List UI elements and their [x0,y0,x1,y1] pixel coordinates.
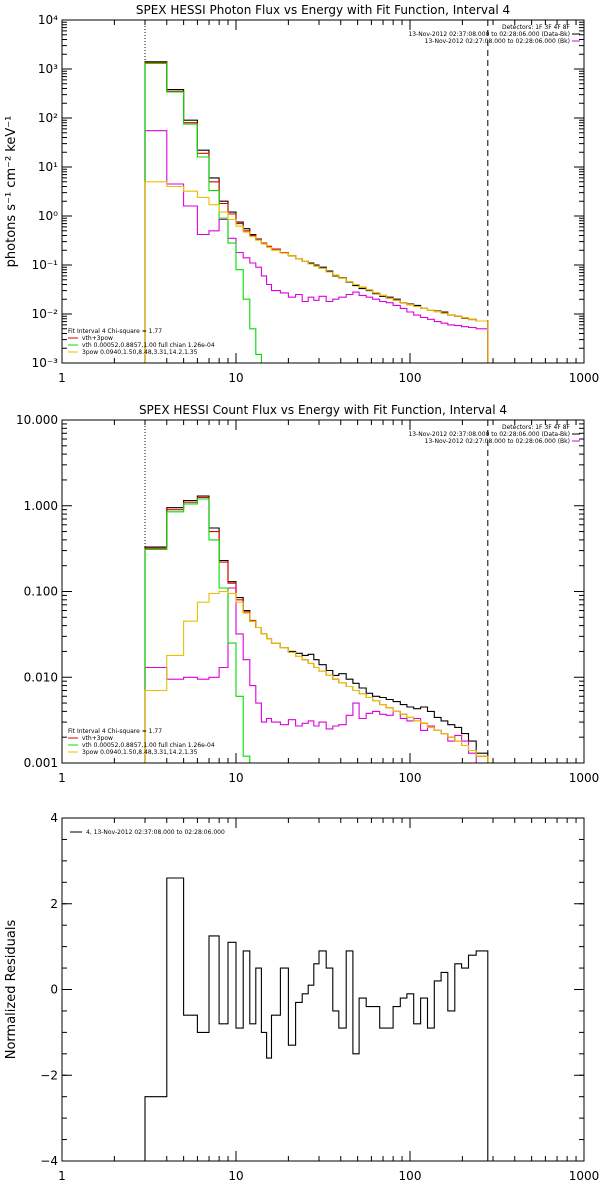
y-tick-label: 0.100 [24,585,58,599]
x-tick-label: 1000 [569,371,600,385]
header-line: Detectors: 1F 3F 4F 8F [502,24,571,31]
y-tick-label: 0.010 [24,670,58,684]
y-tick-label: 0.001 [24,756,58,770]
y-tick-label: 10⁻³ [32,356,59,370]
y-tick-label: 10⁻² [32,307,59,321]
x-tick-label: 10 [228,771,243,785]
x-tick-label: 100 [399,771,422,785]
y-tick-label: −2 [40,1068,58,1082]
series-line-data-bk [144,61,489,363]
y-tick-label: 10⁴ [38,13,58,27]
x-tick-label: 1000 [569,1169,600,1183]
header-line: 13-Nov-2012 02:37:08.000 to 02:28:06.000… [408,31,570,38]
y-axis-label: photons s⁻¹ cm⁻² keV⁻¹ [4,116,19,268]
plot-frame [61,419,585,764]
y-tick-label: 10¹ [38,160,58,174]
header-line: 13-Nov-2012 02:27:08.000 to 02:28:06.000… [425,438,570,445]
legend-entry: 3pow 0.0940,1.50,8.48,3.31,14.2,1.35 [82,749,198,756]
header-line: Detectors: 1F 3F 4F 8F [502,424,571,431]
chart-panel-3: Normalized Residuals 1 10 100 1000 −4 −2 0 2 4 4, … [4,811,600,1183]
legend-entry: vth 0.00052,0.8857,1.00 full chian 1.26e… [82,342,215,349]
series-line-vth [144,62,262,363]
x-tick-label: 1 [58,1169,66,1183]
series-line-vth-3pow [144,62,489,363]
legend-entry: 4, 13-Nov-2012 02:37:08.000 to 02:28:06.… [86,829,225,836]
chart-panel-2: SPEX HESSI Count Flux vs Energy with Fit… [16,403,600,785]
legend-fit-info: Fit Interval 4 Chi-square = 1.77 [68,728,162,735]
plot-frame [61,19,585,364]
y-tick-label: 10.000 [16,413,58,427]
header-line: 13-Nov-2012 02:37:08.000 to 02:28:06.000… [408,431,570,438]
series-line-3pow [144,181,489,363]
series-line-vth [144,498,251,763]
x-tick-label: 10 [228,371,243,385]
y-tick-label: 1.000 [24,499,58,513]
y-tick-label: 10⁰ [38,209,58,223]
legend-entry: vth+3pow [82,335,113,342]
series-line-bk [144,587,489,763]
chart-panel-1: SPEX HESSI Photon Flux vs Energy with Fi… [4,3,599,385]
series-line-3pow [144,590,489,763]
plot-frame [61,817,585,1162]
x-tick-label: 1000 [569,771,600,785]
x-tick-label: 1 [58,771,66,785]
x-tick-label: 100 [399,1169,422,1183]
legend-entry: vth 0.00052,0.8857,1.00 full chian 1.26e… [82,742,215,749]
x-tick-label: 10 [228,1169,243,1183]
x-tick-label: 1 [58,371,66,385]
legend-entry: vth+3pow [82,735,113,742]
y-tick-label: 2 [50,897,58,911]
x-tick-label: 100 [399,371,422,385]
legend-entry: 3pow 0.0940,1.50,8.48,3.31,14.2,1.35 [82,349,198,356]
series-line-4-13-nov-2012-02-37-08-000-to-02-28-06-000 [144,877,489,1161]
chart-title: SPEX HESSI Count Flux vs Energy with Fit… [139,403,507,417]
y-tick-label: 10³ [38,62,58,76]
legend-fit-info: Fit Interval 4 Chi-square = 1.77 [68,328,162,335]
series-group [144,61,489,363]
series-line-bk [144,130,489,363]
series-group [144,877,489,1161]
y-tick-label: 0 [50,983,58,997]
y-axis-label: Normalized Residuals [4,920,19,1060]
y-tick-label: 10⁻¹ [32,258,59,272]
y-tick-label: 4 [50,811,58,825]
series-group [144,495,489,763]
chart-title: SPEX HESSI Photon Flux vs Energy with Fi… [136,3,510,17]
y-tick-label: −4 [40,1154,58,1168]
header-line: 13-Nov-2012 02:27:08.000 to 02:28:06.000… [425,38,570,45]
y-tick-label: 10² [38,111,58,125]
